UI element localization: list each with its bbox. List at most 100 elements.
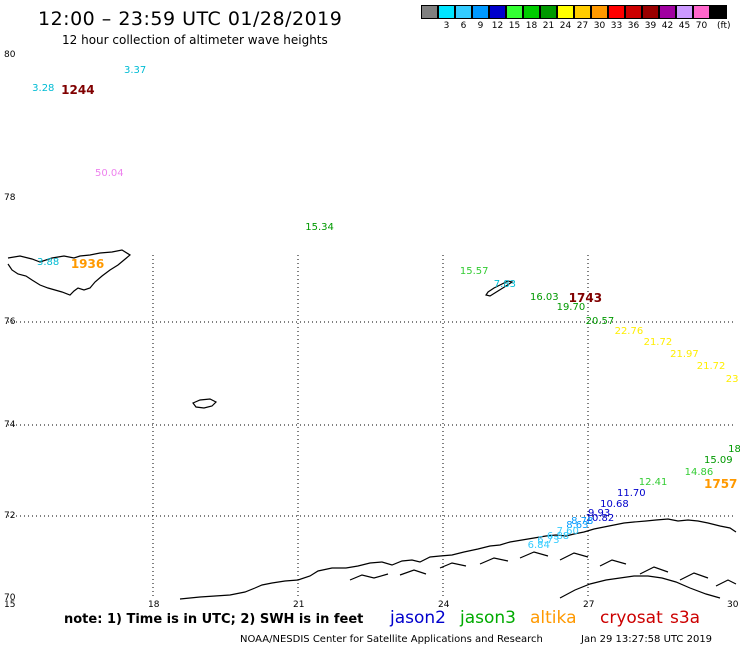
legend-item: 42: [658, 5, 676, 31]
legend-swatch: [505, 5, 523, 19]
legend-item: 30: [590, 5, 608, 31]
wave-height-label: 7.83: [493, 278, 517, 290]
legend-item: 21: [539, 5, 557, 31]
legend-label: 24: [559, 21, 572, 31]
wave-height-label: 12.41: [638, 477, 668, 489]
wave-height-label: 50.04: [95, 168, 124, 180]
wave-height-label: 21.72: [643, 336, 673, 348]
generation-timestamp: Jan 29 13:27:58 UTC 2019: [581, 634, 713, 645]
legend-swatch: [624, 5, 642, 19]
legend-swatch: [692, 5, 710, 19]
legend-item: 12: [488, 5, 506, 31]
legend-swatch: [437, 5, 455, 19]
lon-tick-label: 18: [148, 600, 160, 610]
legend-swatch: [641, 5, 659, 19]
legend-label: 45: [678, 21, 691, 31]
legend-swatch: [556, 5, 574, 19]
map-subtitle: 12 hour collection of altimeter wave hei…: [62, 33, 328, 47]
wave-height-label: 23: [725, 373, 739, 385]
legend-item: 33: [607, 5, 625, 31]
lon-tick-label: 24: [438, 600, 450, 610]
legend-label: 21: [542, 21, 555, 31]
legend-item: [420, 5, 438, 31]
legend-unit: (ft): [717, 21, 731, 31]
wave-height-label: 9.93: [588, 507, 611, 519]
satellite-name-s3a: s3a: [670, 608, 701, 628]
wave-height-label: 1936: [70, 257, 105, 272]
wave-height-label: 10.68: [600, 498, 629, 510]
wave-height-label: 19.70: [556, 302, 586, 314]
wave-height-label: 6.73: [537, 535, 560, 547]
wave-height-label: 8.63: [566, 520, 589, 532]
legend-item: 9: [471, 5, 489, 31]
legend-swatch: [709, 5, 727, 19]
legend-label: 70: [695, 21, 708, 31]
map-title: 12:00 – 23:59 UTC 01/28/2019: [38, 8, 343, 30]
lat-tick-label: 74: [4, 420, 16, 430]
legend-item: 6: [454, 5, 472, 31]
footer-note: note: 1) Time is in UTC; 2) SWH is in fe…: [64, 612, 364, 627]
coastlines: [7, 249, 737, 600]
legend-item: 39: [641, 5, 659, 31]
lat-tick-label: 72: [4, 511, 16, 521]
lon-tick-label: 15: [4, 600, 16, 610]
color-legend: 3 6 9 12 15 18 21 24 27 30 33 36 39 42 45 70: [420, 5, 727, 31]
legend-item: [709, 5, 727, 31]
wave-height-label: 20.57: [585, 316, 615, 327]
legend-item: 18: [522, 5, 540, 31]
wave-height-label: 7.60: [556, 525, 579, 537]
legend-swatch: [607, 5, 625, 19]
lat-tick-label: 76: [4, 317, 16, 327]
satellite-name-jason3: jason3: [460, 608, 516, 628]
legend-label: 9: [477, 21, 484, 31]
legend-label: 18: [525, 21, 538, 31]
bjornoya-coastline: [192, 398, 218, 409]
kong-karls-land-coastline: [485, 280, 514, 297]
wave-height-label: 15.09: [704, 455, 733, 467]
legend-swatch: [539, 5, 557, 19]
kola-coastline: [559, 575, 721, 599]
legend-item: 15: [505, 5, 523, 31]
legend-label: 15: [508, 21, 521, 31]
wave-height-label: 3.37: [124, 65, 147, 77]
lon-tick-label: 30: [727, 600, 739, 610]
satellite-name-jason2: jason2: [390, 608, 446, 628]
legend-label: 27: [576, 21, 589, 31]
legend-label: 36: [627, 21, 640, 31]
wave-height-label: 10.82: [585, 513, 615, 525]
legend-swatch: [675, 5, 693, 19]
wave-height-label: 6.84: [527, 539, 550, 551]
wave-height-label: 1244: [61, 83, 95, 98]
legend-swatch: [658, 5, 676, 19]
legend-item: 36: [624, 5, 642, 31]
lon-tick-label: 27: [583, 600, 595, 610]
satellite-name-altika: altika: [530, 608, 577, 628]
legend-swatch: [488, 5, 506, 19]
norway-fjords: [349, 551, 737, 587]
wave-height-label: 14.86: [684, 466, 714, 478]
wave-height-label: 18: [728, 444, 740, 456]
wave-height-label: 6.88: [546, 530, 570, 542]
wave-height-label: 8.78: [571, 516, 594, 528]
legend-swatch: [420, 5, 438, 19]
wave-height-label: 15.57: [459, 266, 489, 278]
legend-item: 24: [556, 5, 574, 31]
legend-label: 33: [610, 21, 623, 31]
wave-height-label: 15.34: [305, 221, 334, 233]
legend-swatch: [573, 5, 591, 19]
graticule: [8, 255, 733, 598]
legend-label: 12: [491, 21, 504, 31]
svalbard-coastline: [7, 249, 132, 296]
wave-height-label: 11.70: [617, 488, 646, 500]
legend-item: 3: [437, 5, 455, 31]
credit-line: NOAA/NESDIS Center for Satellite Applica…: [240, 634, 543, 645]
wave-height-label: 16.03: [530, 292, 559, 304]
legend-item: 70: [692, 5, 710, 31]
legend-swatch: [454, 5, 472, 19]
wave-height-label: 1743: [568, 291, 603, 306]
norway-coastline: [179, 518, 737, 600]
lat-tick-label: 78: [4, 193, 16, 203]
lon-tick-label: 21: [293, 600, 305, 610]
wave-height-label: 3.88: [37, 257, 60, 269]
